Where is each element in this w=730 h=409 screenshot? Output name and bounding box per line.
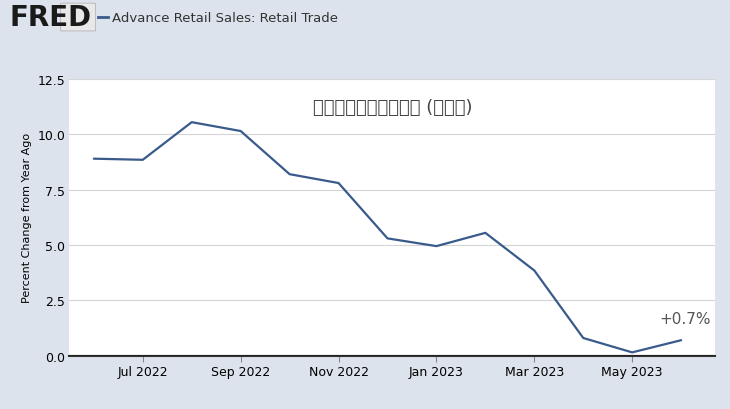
FancyBboxPatch shape [61,4,96,32]
Text: +0.7%: +0.7% [659,311,710,326]
Text: FRED: FRED [9,4,92,32]
Y-axis label: Percent Change from Year Ago: Percent Change from Year Ago [22,133,31,303]
Text: Advance Retail Sales: Retail Trade: Advance Retail Sales: Retail Trade [112,11,338,25]
Text: アメリカの小売売上高 (前年比): アメリカの小売売上高 (前年比) [312,99,472,117]
